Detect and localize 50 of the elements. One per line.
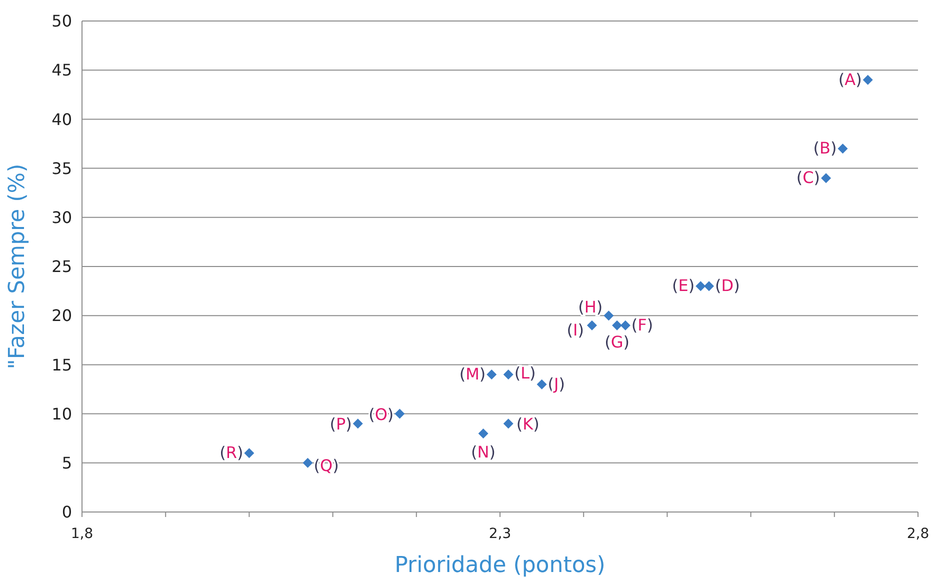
x-tick-label: 1,8 — [70, 526, 94, 542]
x-tick-label: 2,8 — [906, 526, 930, 542]
point — [302, 458, 313, 468]
point — [486, 370, 497, 380]
annotation: (E) — [672, 276, 695, 296]
annotation: (I) — [566, 320, 584, 340]
annotation: (C) — [796, 168, 820, 188]
y-tick-label: 20 — [52, 306, 72, 326]
point — [244, 448, 254, 458]
annotation: (N) — [471, 442, 496, 462]
annotation: (P) — [330, 414, 352, 434]
point — [862, 74, 873, 85]
annotation: (A) — [838, 70, 862, 89]
annotation: (L) — [514, 364, 536, 383]
point — [586, 320, 597, 330]
y-tick-label: 5 — [62, 454, 72, 472]
y-tick-label: 10 — [52, 404, 72, 424]
point — [503, 370, 514, 380]
point — [604, 310, 614, 321]
y-tick-label: 25 — [52, 257, 72, 276]
annotation: (M) — [459, 364, 486, 384]
point — [536, 379, 547, 390]
point — [620, 320, 630, 330]
point — [821, 173, 832, 184]
point — [696, 281, 706, 292]
y-tick-label: 35 — [52, 158, 72, 178]
annotation: (F) — [631, 315, 654, 334]
x-axis-title: Prioridade (pontos) — [394, 553, 606, 578]
y-tick-label: 40 — [52, 110, 72, 129]
point — [503, 418, 514, 429]
y-tick-label: 0 — [62, 502, 72, 522]
point — [838, 144, 848, 154]
y-tick-label: 30 — [52, 208, 72, 227]
point — [612, 320, 622, 330]
y-tick-label: 15 — [52, 355, 72, 374]
y-axis-title: "Fazer Sempre (%) — [5, 164, 30, 370]
annotation: (J) — [548, 374, 566, 394]
point — [352, 418, 363, 429]
point — [478, 428, 488, 438]
annotation: (R) — [220, 443, 244, 462]
annotation: (B) — [813, 138, 837, 158]
annotation: (D) — [715, 276, 740, 296]
x-tick-label: 2,3 — [488, 526, 512, 542]
annotation: (K) — [516, 414, 540, 434]
annotation: (H) — [578, 298, 603, 317]
point — [394, 408, 405, 419]
annotation: (G) — [604, 332, 630, 352]
y-tick-label: 50 — [52, 12, 72, 31]
point — [704, 281, 714, 292]
y-tick-label: 45 — [52, 60, 72, 80]
